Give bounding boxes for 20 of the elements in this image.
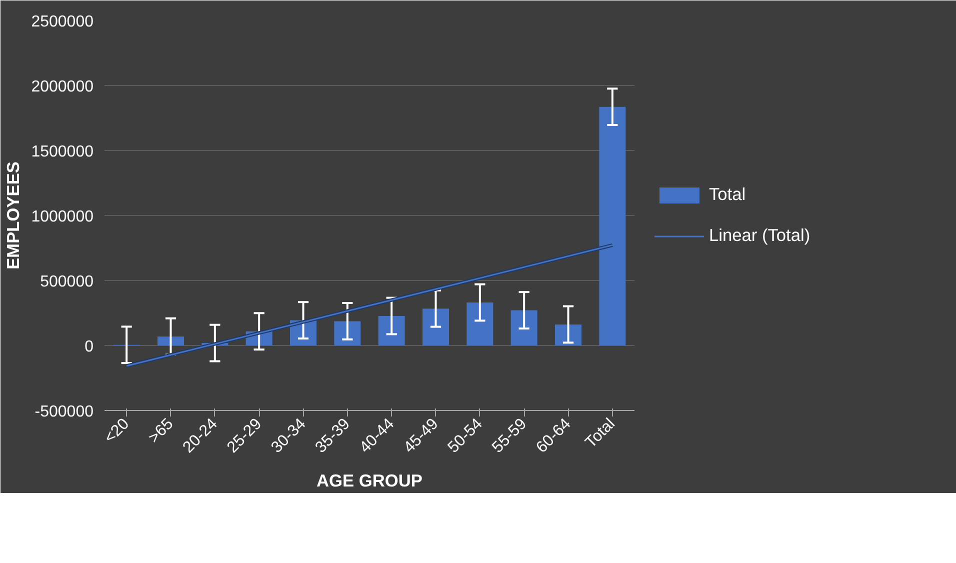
legend-label: Total [709, 184, 746, 205]
y-axis-title: EMPLOYEES [3, 162, 24, 270]
bar [466, 302, 494, 346]
y-tick-label: 2500000 [31, 14, 94, 30]
y-tick-label: 1000000 [31, 208, 94, 226]
bar [378, 316, 405, 346]
x-axis-title: AGE GROUP [316, 470, 422, 490]
bar [422, 308, 449, 346]
y-tick-label: 500000 [40, 274, 94, 290]
y-tick-label: -500000 [34, 404, 94, 420]
y-tick-label: 0 [84, 338, 94, 356]
bar [158, 336, 184, 346]
bar [510, 310, 538, 346]
bar [555, 324, 582, 346]
y-tick-label: 1500000 [31, 144, 94, 160]
x-tick-label: >65 [146, 415, 177, 447]
legend-label: Linear (Total) [709, 225, 810, 246]
bar [334, 321, 361, 346]
y-tick-label: 2000000 [31, 78, 94, 96]
x-tick-label: <20 [101, 415, 133, 447]
